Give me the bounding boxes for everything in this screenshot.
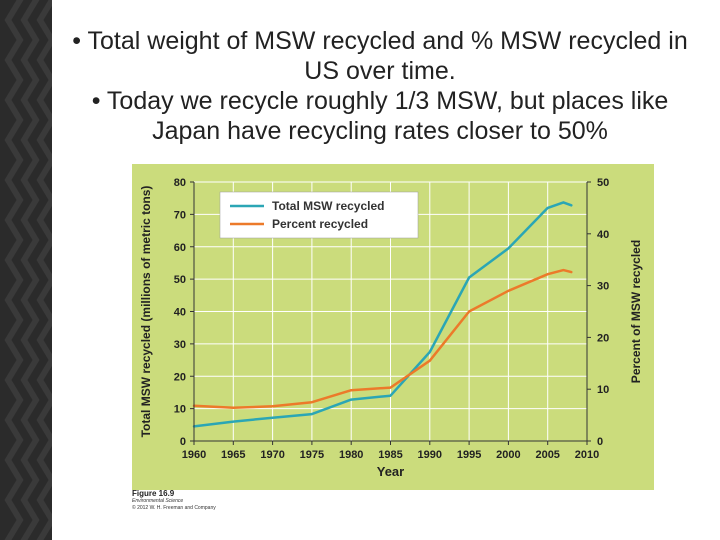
line-chart: 0 10 20 30 40 50 60 70 80 0 10 20 30 40 50 1960 1965 1970… bbox=[132, 164, 654, 490]
figure-copyright: © 2012 W. H. Freeman and Company bbox=[132, 505, 216, 511]
right-axis-title: Percent of MSW recycled bbox=[629, 240, 643, 383]
legend-label: Percent recycled bbox=[272, 217, 368, 231]
right-tick-label: 50 bbox=[597, 177, 609, 189]
right-tick-label: 0 bbox=[597, 436, 603, 448]
x-tick-label: 1980 bbox=[339, 449, 363, 461]
left-tick-label: 80 bbox=[174, 177, 186, 189]
x-tick-label: 1990 bbox=[418, 449, 442, 461]
legend-label: Total MSW recycled bbox=[272, 199, 384, 213]
x-axis-title: Year bbox=[377, 464, 404, 479]
x-tick-label: 2010 bbox=[575, 449, 599, 461]
left-tick-label: 70 bbox=[174, 209, 186, 221]
x-tick-label: 1995 bbox=[457, 449, 481, 461]
right-tick-label: 40 bbox=[597, 229, 609, 241]
left-tick-label: 10 bbox=[174, 404, 186, 416]
zigzag-line bbox=[20, 0, 40, 540]
x-tick-label: 1985 bbox=[378, 449, 402, 461]
axes: 0 10 20 30 40 50 60 70 80 0 10 20 30 40 50 1960 1965 1970… bbox=[139, 177, 643, 479]
left-tick-label: 50 bbox=[174, 274, 186, 286]
x-tick-label: 1965 bbox=[221, 449, 245, 461]
bullet-1: • Total weight of MSW recycled and % MSW… bbox=[72, 27, 688, 85]
right-tick-label: 20 bbox=[597, 332, 609, 344]
x-tick-label: 1960 bbox=[182, 449, 206, 461]
left-tick-label: 0 bbox=[180, 436, 186, 448]
x-tick-label: 2005 bbox=[535, 449, 559, 461]
right-tick-label: 10 bbox=[597, 384, 609, 396]
left-tick-label: 40 bbox=[174, 307, 186, 319]
left-tick-label: 20 bbox=[174, 371, 186, 383]
decorative-side-strip bbox=[0, 0, 52, 540]
bullet-2: • Today we recycle roughly 1/3 MSW, but … bbox=[91, 87, 669, 145]
x-tick-label: 1970 bbox=[260, 449, 284, 461]
x-tick-label: 1975 bbox=[300, 449, 324, 461]
slide-text: • Total weight of MSW recycled and % MSW… bbox=[70, 26, 690, 146]
legend-box bbox=[219, 191, 419, 239]
zigzag-pattern bbox=[4, 0, 52, 540]
legend: Total MSW recycled Percent recycled bbox=[219, 191, 419, 239]
series-lines bbox=[192, 201, 573, 428]
figure-label: Figure 16.9 bbox=[132, 489, 175, 498]
left-tick-label: 60 bbox=[174, 242, 186, 254]
figure-source: Environmental Science bbox=[132, 498, 184, 504]
left-axis-title: Total MSW recycled (millions of metric t… bbox=[139, 186, 153, 438]
zigzag-line bbox=[4, 0, 24, 540]
zigzag-line bbox=[36, 0, 52, 540]
left-tick-label: 30 bbox=[174, 339, 186, 351]
right-tick-label: 30 bbox=[597, 281, 609, 293]
chart-panel: 0 10 20 30 40 50 60 70 80 0 10 20 30 40 50 1960 1965 1970… bbox=[132, 164, 654, 512]
percent-recycled-line bbox=[192, 268, 573, 410]
x-tick-label: 2000 bbox=[496, 449, 520, 461]
